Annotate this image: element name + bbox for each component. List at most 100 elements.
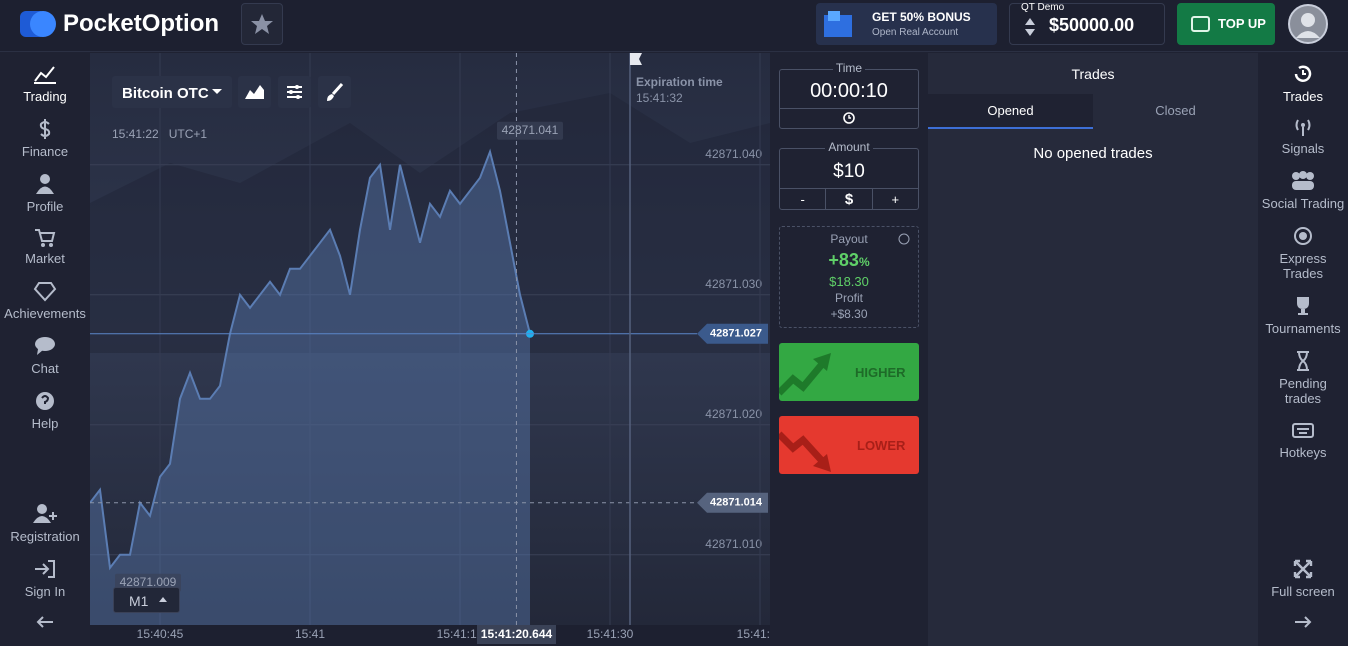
icon bbox=[39, 119, 51, 139]
nav-label: Chat bbox=[31, 361, 59, 376]
avatar[interactable] bbox=[1288, 4, 1328, 44]
nav-item[interactable]: Profile bbox=[0, 173, 90, 214]
time-label-text: Time bbox=[832, 61, 866, 75]
account-box[interactable]: QT Demo $50000.00 bbox=[1009, 2, 1165, 45]
drawing-button[interactable] bbox=[318, 76, 351, 108]
x-tick-label: 15:41:45 bbox=[737, 627, 770, 641]
amount-value: $10 bbox=[833, 161, 865, 182]
time-box[interactable]: Time 00:00:10 bbox=[779, 61, 919, 129]
header: PocketOption GET 50% BONUS Open Real Acc… bbox=[0, 0, 1348, 52]
nav-label: Express Trades bbox=[1279, 251, 1327, 281]
icon bbox=[36, 392, 54, 410]
empty-message: No opened trades bbox=[1033, 145, 1153, 162]
profit-value: +$8.30 bbox=[830, 307, 868, 321]
logo bbox=[20, 11, 56, 37]
nav-item[interactable]: Hotkeys bbox=[1258, 421, 1348, 460]
time-value: 00:00:10 bbox=[810, 80, 888, 102]
timeframe: M1 bbox=[129, 593, 149, 609]
currency-button[interactable]: $ bbox=[826, 189, 873, 209]
amount-box[interactable]: Amount $10 - $ + bbox=[779, 140, 919, 210]
icon bbox=[1292, 171, 1314, 190]
balance: $50000.00 bbox=[1049, 15, 1135, 35]
x-tick-label: 15:41:30 bbox=[587, 627, 634, 641]
trades-title: Trades bbox=[1071, 66, 1115, 82]
asset-name: Bitcoin OTC bbox=[122, 85, 209, 102]
collapse-arrow[interactable] bbox=[35, 615, 55, 629]
expiration-flag bbox=[630, 53, 642, 65]
current-price-tag bbox=[697, 323, 768, 344]
bonus-title: GET 50% BONUS bbox=[872, 10, 971, 24]
nav-item[interactable]: Express Trades bbox=[1258, 225, 1348, 281]
nav-item[interactable]: Market bbox=[0, 227, 90, 266]
divider bbox=[780, 108, 918, 109]
switch-icon bbox=[1025, 18, 1035, 36]
chart-type-button[interactable] bbox=[238, 76, 271, 108]
max-label-bg bbox=[497, 121, 563, 140]
icon bbox=[1295, 119, 1311, 136]
nav-item[interactable]: Finance bbox=[0, 118, 90, 159]
timezone: UTC+1 bbox=[168, 127, 208, 141]
amount-label-text: Amount bbox=[825, 140, 873, 154]
nav-item[interactable]: Registration bbox=[0, 503, 90, 544]
max-label: 42871.041 bbox=[502, 123, 559, 137]
nav-item[interactable]: Help bbox=[0, 390, 90, 431]
expiration-label: Expiration time bbox=[636, 75, 723, 89]
nav-item[interactable]: Tournaments bbox=[1258, 295, 1348, 336]
bonus-banner[interactable]: GET 50% BONUS Open Real Account bbox=[816, 3, 997, 45]
payout-unit: % bbox=[858, 255, 870, 269]
brand: PocketOption bbox=[63, 10, 220, 37]
nav-label: Achievements bbox=[4, 306, 86, 321]
nav-item[interactable]: Social Trading bbox=[1258, 170, 1348, 211]
caret bbox=[212, 89, 222, 94]
minus-button[interactable]: - bbox=[780, 189, 827, 209]
help-icon[interactable] bbox=[898, 233, 910, 245]
icon bbox=[1294, 227, 1312, 245]
icon bbox=[1297, 297, 1309, 315]
account-type: QT Demo bbox=[1021, 2, 1065, 13]
price-area bbox=[90, 151, 530, 626]
lower-label: LOWER bbox=[857, 438, 906, 453]
nav-item[interactable]: Trading bbox=[0, 63, 90, 104]
y-tick-label: 42871.040 bbox=[705, 147, 762, 161]
price-line bbox=[90, 148, 531, 571]
tab-opened[interactable]: Opened bbox=[928, 94, 1093, 129]
asset-selector[interactable]: Bitcoin OTC bbox=[112, 76, 232, 108]
higher-label: HIGHER bbox=[855, 365, 906, 380]
payout-label: Payout bbox=[830, 232, 868, 246]
expand-arrow[interactable] bbox=[1293, 615, 1313, 629]
nav-item[interactable]: Trades bbox=[1258, 63, 1348, 104]
clock-icon bbox=[843, 112, 855, 124]
caret bbox=[159, 597, 167, 602]
nav-label: Market bbox=[25, 251, 65, 266]
payout-percent-value: +83 bbox=[828, 250, 859, 270]
y-tick-label: 42871.010 bbox=[705, 537, 762, 551]
price-chart: 42871.010 42871.020 42871.030 42871.040 15:4… bbox=[90, 53, 770, 646]
lower-icon bbox=[779, 431, 831, 472]
nav-item[interactable]: Sign In bbox=[0, 558, 90, 599]
top-up-button[interactable]: TOP UP bbox=[1177, 3, 1275, 45]
plus-button[interactable]: + bbox=[891, 192, 900, 207]
nav-label: Registration bbox=[10, 529, 80, 544]
nav-item[interactable]: Achievements bbox=[0, 280, 90, 321]
nav-label: Signals bbox=[1281, 141, 1325, 156]
nav-label: Hotkeys bbox=[1279, 445, 1327, 460]
mountains bbox=[90, 93, 770, 353]
nav-item[interactable]: Full screen bbox=[1258, 558, 1348, 599]
timeframe-button[interactable]: M1 bbox=[113, 587, 180, 613]
favorites-button[interactable] bbox=[241, 3, 283, 45]
higher-button[interactable]: HIGHER bbox=[779, 343, 919, 401]
nav-item[interactable]: Chat bbox=[0, 335, 90, 376]
lower-button[interactable]: LOWER bbox=[779, 416, 919, 474]
nav-item[interactable]: Signals bbox=[1258, 117, 1348, 156]
nav-label: Help bbox=[31, 416, 59, 431]
icon bbox=[245, 85, 264, 99]
time-axis-band bbox=[90, 625, 770, 646]
bonus-icon bbox=[824, 11, 852, 37]
indicators-button[interactable] bbox=[278, 76, 311, 108]
nav-label: Social Trading bbox=[1261, 196, 1345, 211]
trade-panel: Time 00:00:10 Amount $10 - $ + Payout +8… bbox=[770, 53, 928, 646]
chart-time: 15:41:22 UTC+1 bbox=[112, 127, 207, 141]
nav-item[interactable]: Pending trades bbox=[1258, 350, 1348, 406]
tab-closed[interactable]: Closed bbox=[1155, 103, 1196, 118]
